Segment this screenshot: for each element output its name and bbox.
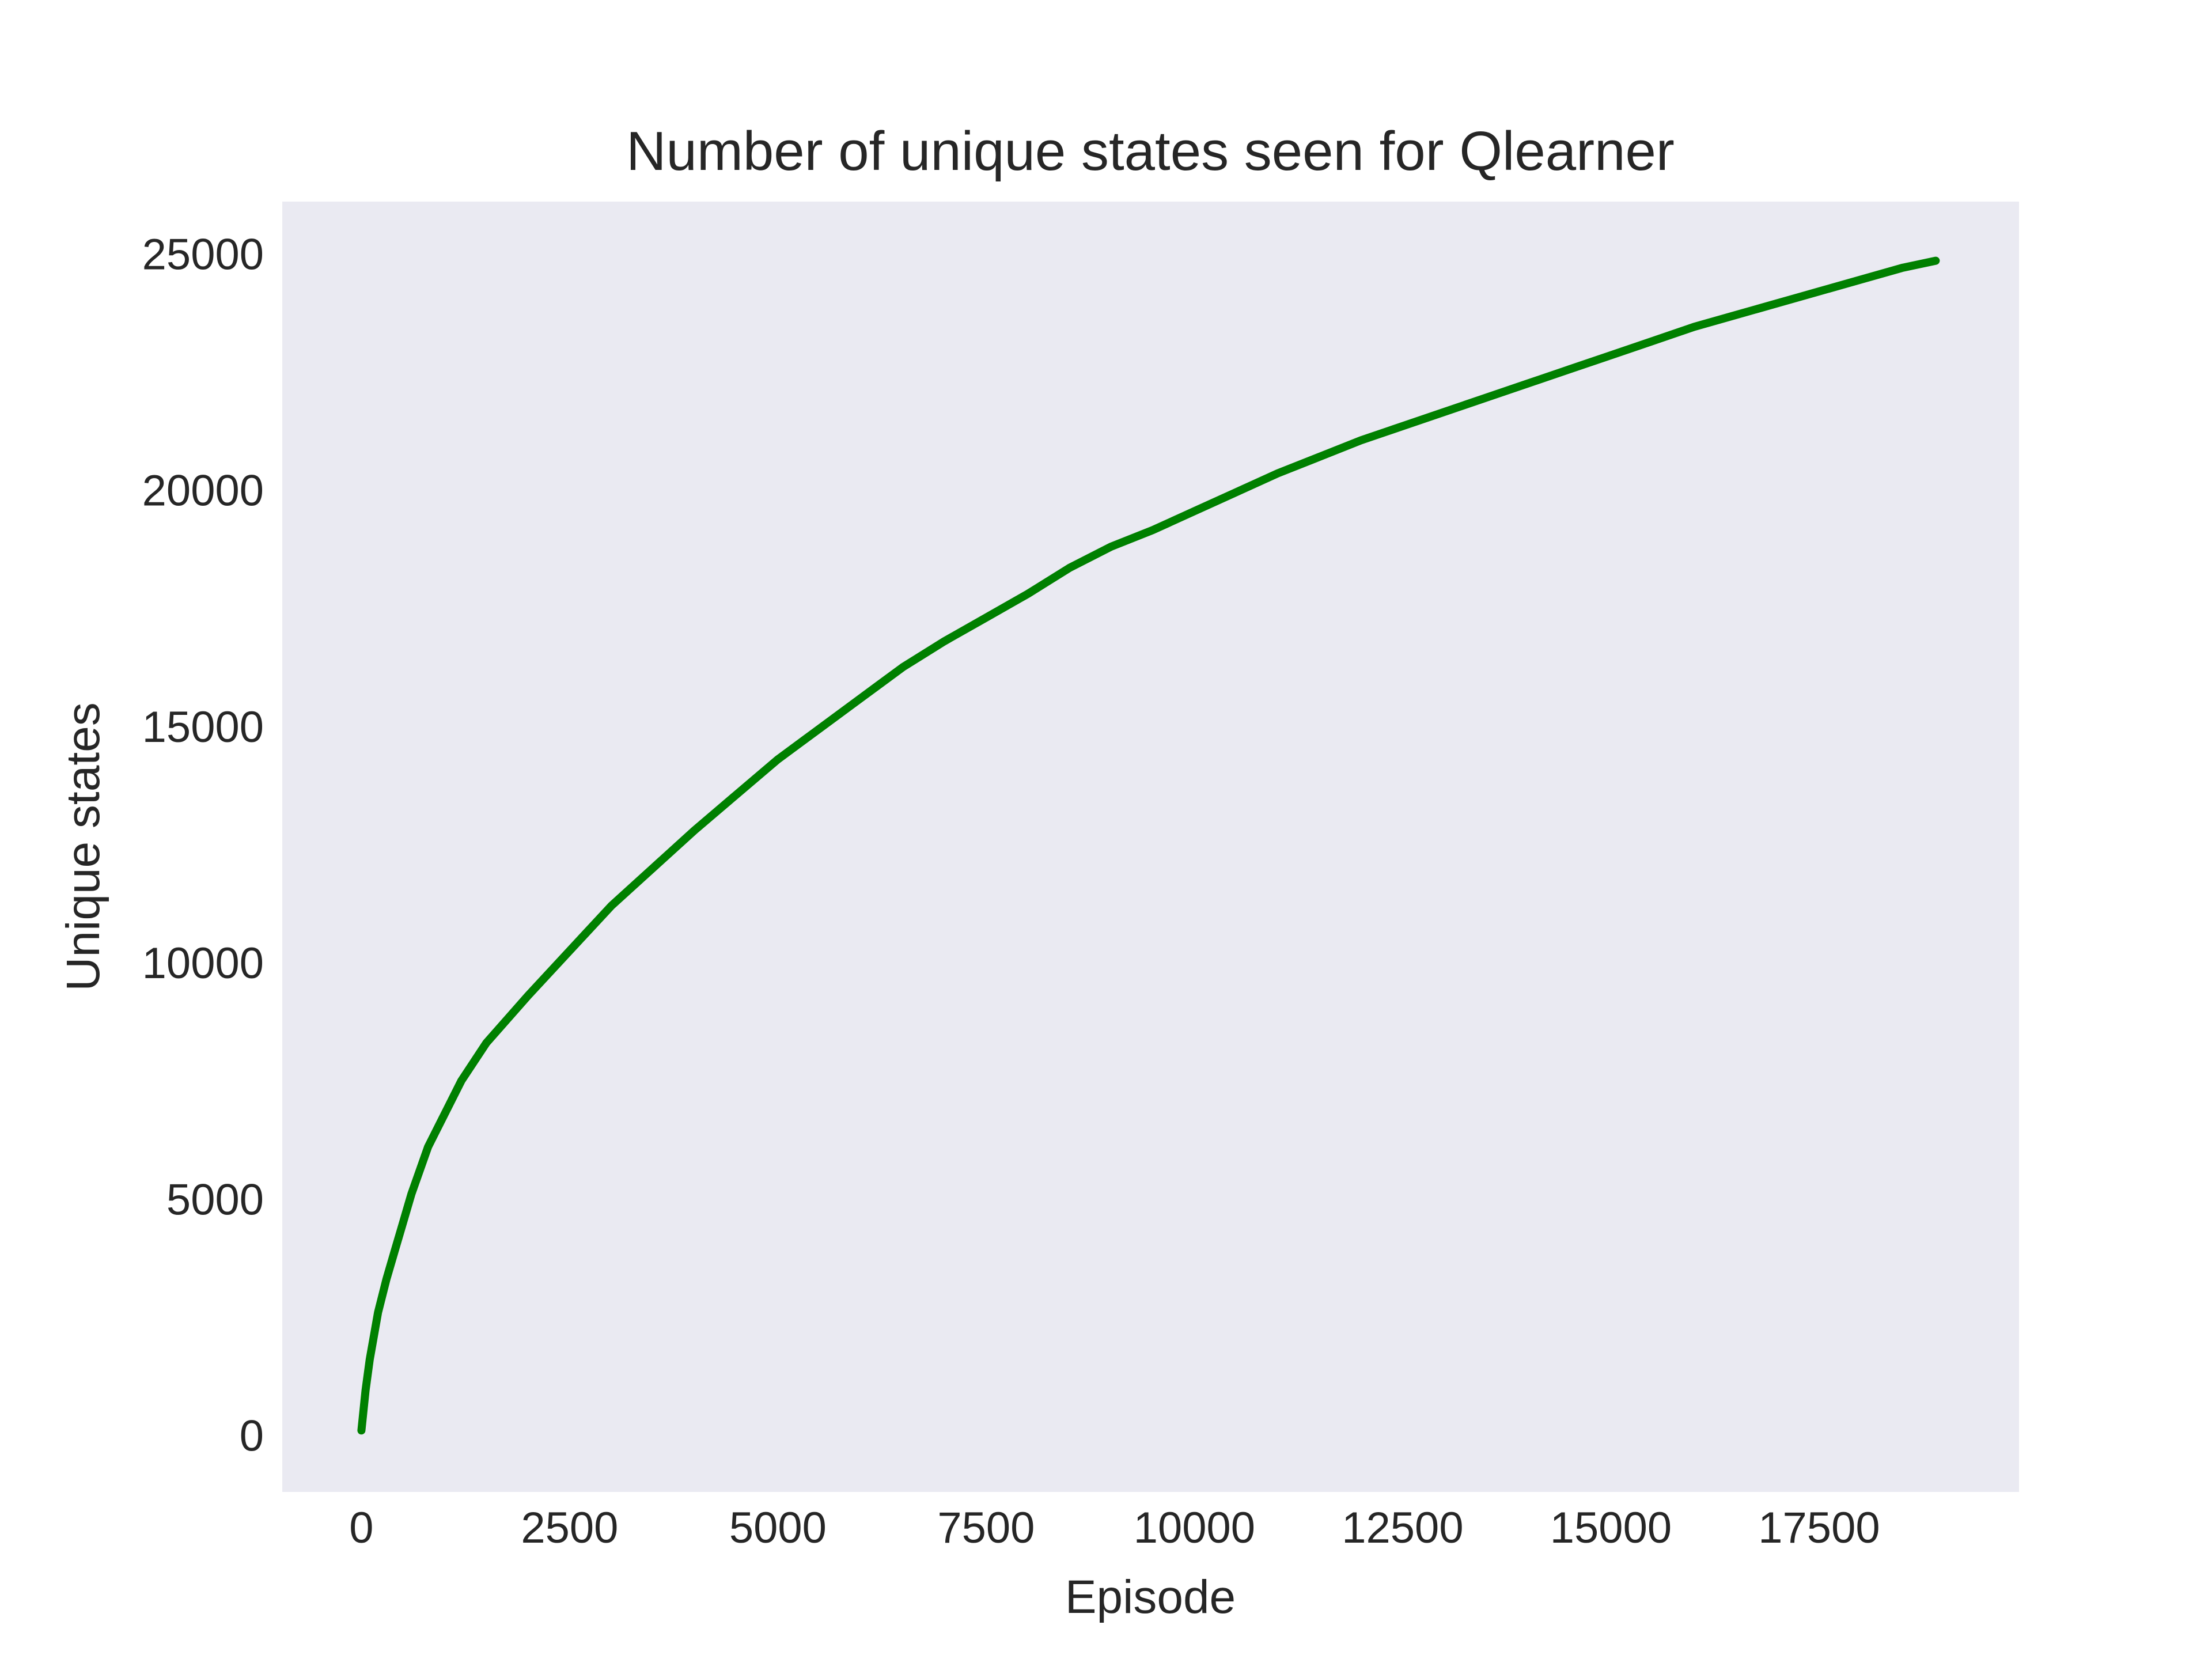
x-tick-label: 15000 bbox=[1550, 1503, 1672, 1552]
series-group bbox=[357, 256, 1940, 1435]
x-axis-ticks: 0 2500 5000 7500 10000 12500 15000 17500 bbox=[349, 1503, 1880, 1552]
y-tick-label: 0 bbox=[240, 1412, 264, 1461]
x-tick-label: 17500 bbox=[1758, 1503, 1880, 1552]
y-axis-ticks: 0 5000 10000 15000 20000 25000 bbox=[142, 230, 264, 1460]
x-tick-label: 2500 bbox=[521, 1503, 618, 1552]
x-tick-label: 10000 bbox=[1134, 1503, 1255, 1552]
x-axis-label: Episode bbox=[1065, 1571, 1236, 1623]
chart-title: Number of unique states seen for Qlearne… bbox=[626, 120, 1675, 182]
x-tick-label: 7500 bbox=[937, 1503, 1035, 1552]
plot-area bbox=[282, 202, 2019, 1492]
series-line bbox=[357, 256, 1940, 1435]
y-tick-label: 20000 bbox=[142, 467, 264, 516]
y-tick-label: 10000 bbox=[142, 939, 264, 988]
x-tick-label: 5000 bbox=[729, 1503, 827, 1552]
y-axis-label: Unique states bbox=[57, 702, 109, 991]
x-tick-label: 12500 bbox=[1342, 1503, 1463, 1552]
y-tick-label: 25000 bbox=[142, 230, 264, 279]
y-tick-label: 15000 bbox=[142, 703, 264, 752]
x-tick-label: 0 bbox=[349, 1503, 373, 1552]
y-tick-label: 5000 bbox=[166, 1175, 264, 1224]
